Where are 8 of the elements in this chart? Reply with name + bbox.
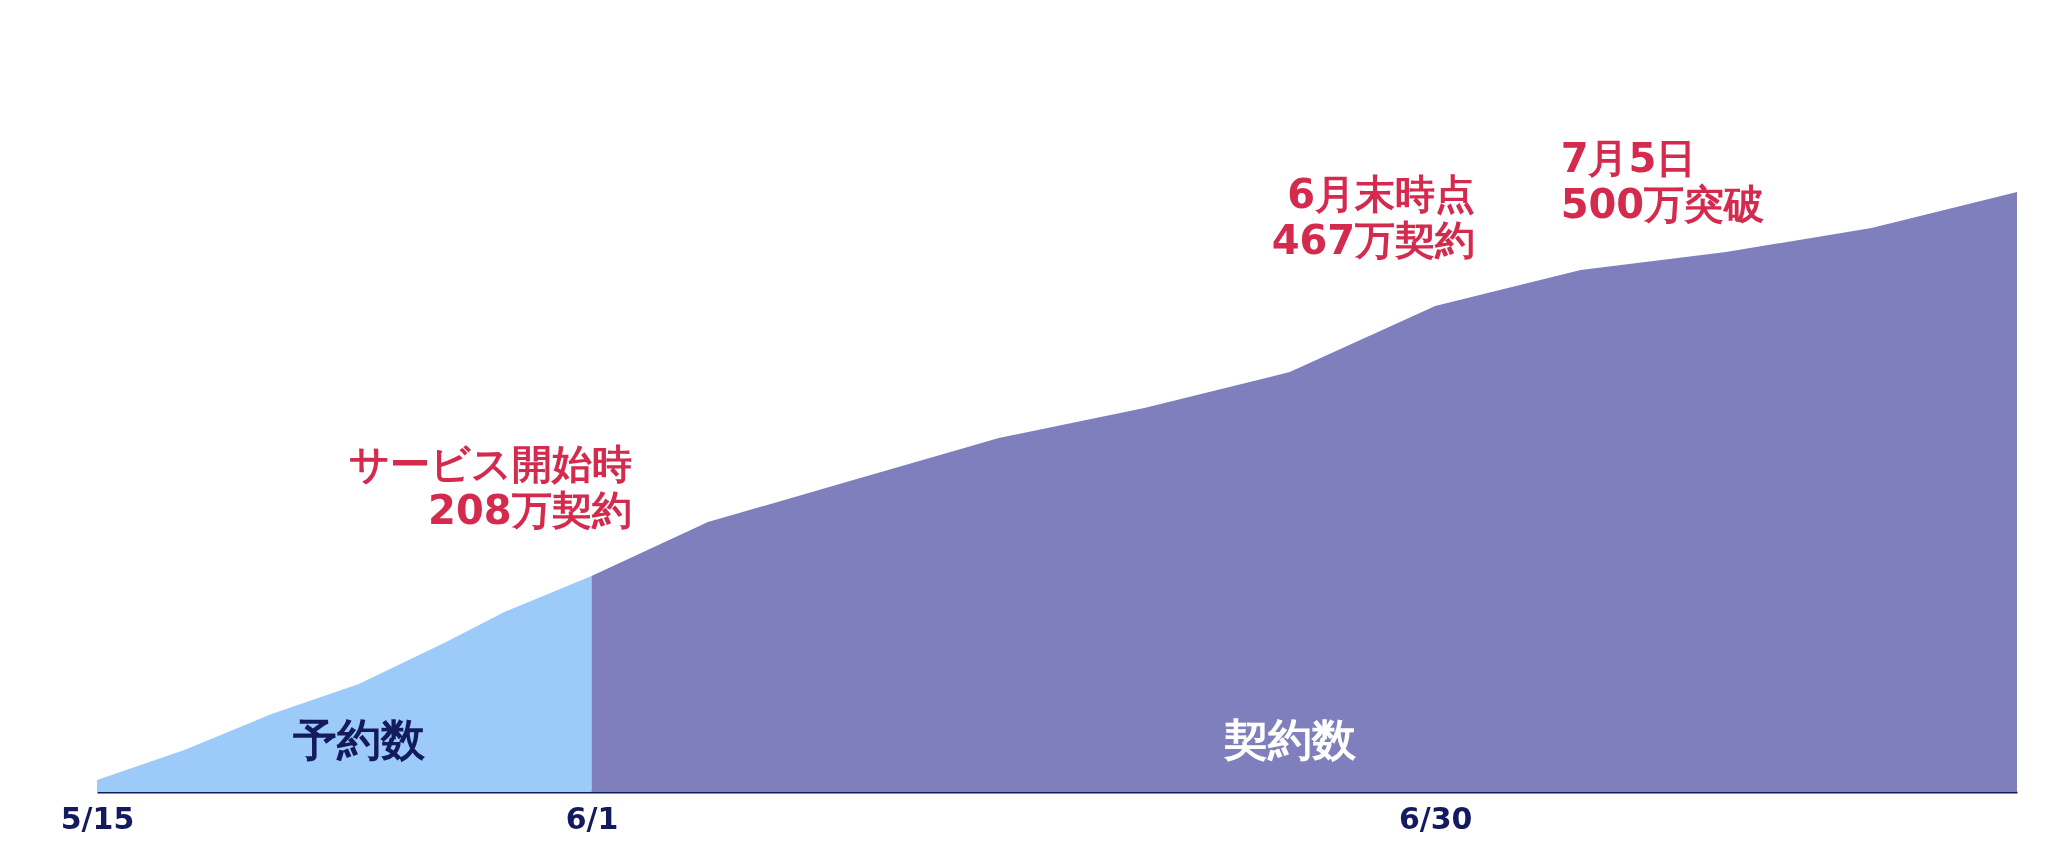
x-tick-label: 5/15 <box>60 800 135 836</box>
x-tick-label: 6/30 <box>1398 800 1473 836</box>
series-label: 契約数 <box>1222 714 1357 765</box>
series-label: 予約数 <box>292 714 426 765</box>
annotation: サービス開始時 208万契約 <box>348 441 632 533</box>
annotation: 6月末時点 467万契約 <box>1271 171 1476 263</box>
annotation: 7月5日 500万突破 <box>1560 135 1765 227</box>
x-tick-label: 6/1 <box>565 800 619 836</box>
